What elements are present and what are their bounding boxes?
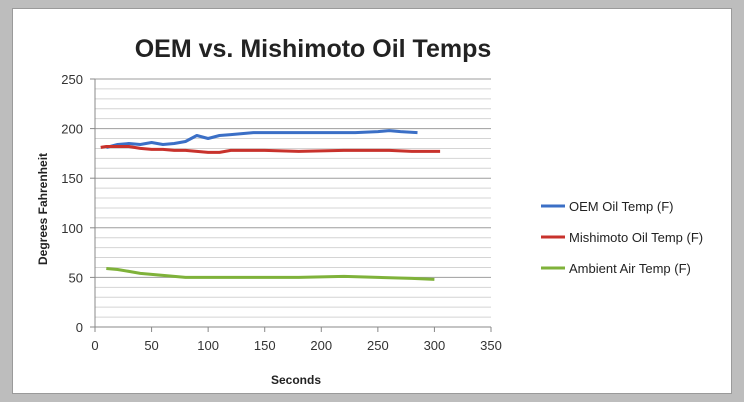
x-tick-label: 0 — [91, 338, 98, 353]
legend: OEM Oil Temp (F) Mishimoto Oil Temp (F) Am… — [541, 199, 703, 276]
gridlines — [95, 78, 491, 328]
series-line-1 — [105, 129, 418, 149]
x-tick-label: 350 — [480, 338, 502, 353]
legend-label-2: Mishimoto Oil Temp (F) — [569, 230, 703, 245]
y-tick-label: 50 — [69, 270, 83, 285]
axes — [90, 78, 492, 332]
chart-title: OEM vs. Mishimoto Oil Temps — [135, 35, 492, 63]
x-tick-label: 250 — [367, 338, 389, 353]
x-tick-label: 150 — [254, 338, 276, 353]
series-line-3 — [106, 267, 435, 281]
legend-label-1: OEM Oil Temp (F) — [569, 199, 674, 214]
series-lines — [100, 129, 441, 281]
x-tick-labels: 0 50 100 150 200 250 300 350 — [91, 338, 501, 353]
x-tick-label: 50 — [144, 338, 158, 353]
y-tick-label: 250 — [61, 72, 83, 87]
y-tick-label: 100 — [61, 221, 83, 236]
series-line-2 — [100, 145, 441, 154]
x-tick-label: 100 — [197, 338, 219, 353]
y-axis-label: Degrees Fahrenheit — [36, 153, 50, 265]
x-tick-label: 300 — [424, 338, 446, 353]
x-axis-label: Seconds — [271, 373, 321, 387]
line-chart: OEM vs. Mishimoto Oil Temps 0 50 100 150 200… — [36, 35, 703, 387]
chart-area: OEM vs. Mishimoto Oil Temps 0 50 100 150 200… — [12, 8, 732, 394]
y-tick-label: 150 — [61, 171, 83, 186]
x-tick-label: 200 — [310, 338, 332, 353]
y-tick-label: 0 — [76, 320, 83, 335]
y-tick-labels: 0 50 100 150 200 250 — [61, 72, 83, 335]
y-tick-label: 200 — [61, 122, 83, 137]
legend-label-3: Ambient Air Temp (F) — [569, 261, 691, 276]
